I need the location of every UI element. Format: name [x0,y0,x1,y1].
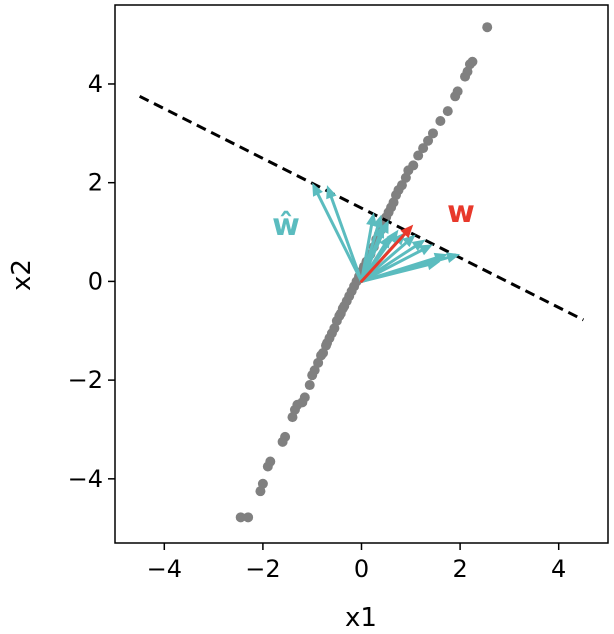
y-axis-ticks: −4 −2 0 2 4 [68,70,115,493]
data-point [452,86,463,97]
w-hat-annotation: ŵ [272,208,300,243]
data-point [265,456,276,467]
y-tick-label: 0 [88,267,103,295]
data-point [427,128,438,139]
w-vector [360,224,414,283]
decision-boundary-line [138,94,585,322]
w-hat-vector [326,185,363,283]
x-tick-label: 4 [551,555,566,583]
w-hat-vector [360,244,433,283]
y-tick-label: 2 [88,169,103,197]
w-hat-vector [312,182,363,283]
w-hat-vector [360,259,441,283]
data-point [482,22,493,33]
data-point [257,478,268,489]
w-annotation: w [447,195,475,230]
x-tick-label: 2 [452,555,467,583]
data-point [280,431,291,442]
data-point [423,135,434,146]
x-axis-ticks: −4 −2 0 2 4 [147,543,566,583]
weight-vectors [312,182,461,283]
y-tick-label: −2 [68,366,103,394]
y-tick-label: −4 [68,465,103,493]
data-point [304,380,315,391]
y-tick-label: 4 [88,70,103,98]
x-tick-label: −4 [147,555,182,583]
data-point [299,392,310,403]
data-point [396,180,407,191]
data-point [467,56,478,67]
data-point [235,512,246,523]
y-axis-label: x2 [7,259,37,291]
x-tick-label: −2 [245,555,280,583]
dashed-line [138,94,585,322]
x-tick-label: 0 [354,555,369,583]
data-point [408,160,419,171]
x-axis-label: x1 [345,603,377,633]
w-hat-vector [360,224,385,283]
data-point [435,115,446,126]
data-point [243,512,254,523]
data-point [442,106,453,117]
data-point [413,150,424,161]
data-point [418,143,429,154]
